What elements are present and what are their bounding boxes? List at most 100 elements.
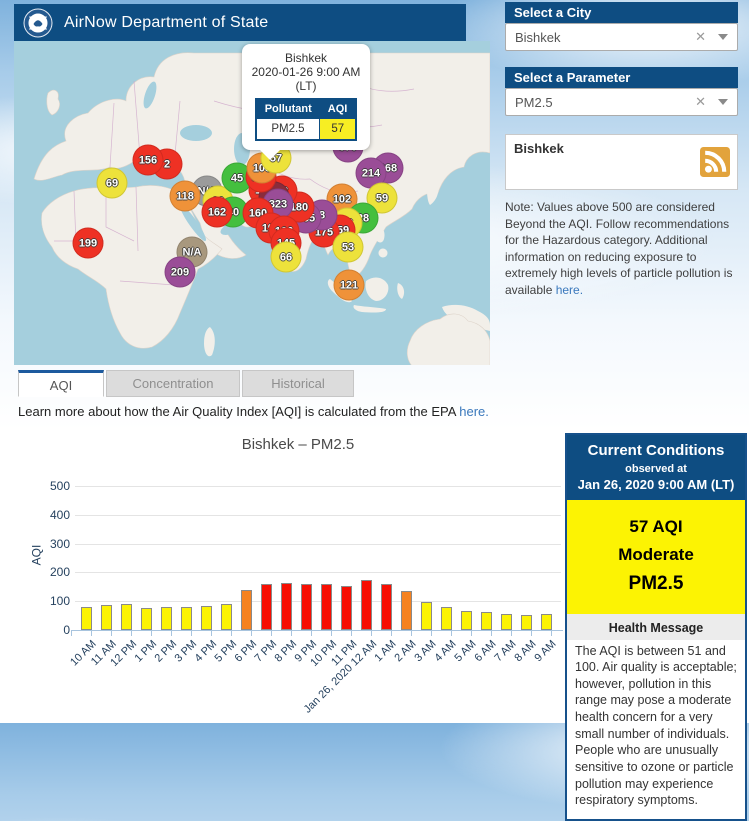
aqi-bubble-209[interactable]: 209	[164, 256, 196, 288]
aqi-bubble-118[interactable]: 118	[169, 180, 201, 212]
x-axis-tick	[411, 631, 412, 636]
chart-bar-8-AM	[521, 615, 532, 630]
aqi-bubble-162[interactable]: 162	[201, 196, 233, 228]
learn-more-line: Learn more about how the Air Quality Ind…	[18, 404, 489, 419]
x-axis-tick	[251, 631, 252, 636]
x-axis-line	[71, 630, 563, 631]
select-city-header: Select a City	[505, 2, 738, 23]
chart-bar-11-AM	[101, 605, 112, 630]
xtick-label-5-PM: 5 PM	[212, 638, 239, 665]
xtick-label-3-PM: 3 PM	[172, 638, 199, 665]
x-axis-tick	[71, 631, 72, 636]
xtick-label-1-PM: 1 PM	[132, 638, 159, 665]
city-select[interactable]: Bishkek ✕	[505, 23, 738, 51]
chart-plot: 0 100 200 300 400 500 10 AM 11 AM 12 PM 1 PM 2 PM 3…	[18, 428, 598, 723]
x-axis-tick	[91, 631, 92, 636]
chart-bar-1-AM	[381, 584, 392, 630]
ytick-label-500: 500	[49, 479, 70, 493]
health-message-text: The AQI is between 51 and 100. Air quali…	[567, 639, 745, 819]
chart-bar-11-PM	[341, 586, 352, 630]
current-conditions-panel: Current Conditions observed at Jan 26, 2…	[565, 433, 747, 821]
x-axis-tick	[391, 631, 392, 636]
chart-bar-4-PM	[201, 606, 212, 630]
chart-bar-6-PM	[241, 590, 252, 630]
ytick-label-300: 300	[49, 536, 70, 551]
tab-concentration[interactable]: Concentration	[106, 370, 240, 397]
select-parameter-header: Select a Parameter	[505, 67, 738, 88]
map-popup: Bishkek 2020-01-26 9:00 AM (LT) Pollutan…	[242, 44, 370, 160]
x-axis-tick	[491, 631, 492, 636]
x-axis-tick	[191, 631, 192, 636]
parameter-clear-icon[interactable]: ✕	[695, 94, 706, 109]
x-axis-tick	[451, 631, 452, 636]
chart-bar-6-AM	[481, 612, 492, 630]
x-axis-tick	[231, 631, 232, 636]
x-axis-tick	[331, 631, 332, 636]
x-axis-tick	[431, 631, 432, 636]
city-clear-icon[interactable]: ✕	[695, 29, 706, 44]
chart-bar-8-PM	[281, 583, 292, 630]
ytick-label-400: 400	[49, 507, 70, 522]
popup-pollutant-value: PM2.5	[255, 118, 321, 141]
aqi-bubble-121[interactable]: 121	[333, 269, 365, 301]
chart-bar-4-AM	[441, 607, 452, 630]
chart-bar-10-PM	[321, 584, 332, 630]
x-axis-tick	[351, 631, 352, 636]
x-axis-tick	[111, 631, 112, 636]
ytick-label-100: 100	[49, 594, 70, 609]
popup-city: Bishkek	[284, 51, 328, 65]
note-text: Note: Values above 500 are considered Be…	[505, 199, 741, 298]
note-body: Note: Values above 500 are considered Be…	[505, 200, 733, 297]
x-axis-tick	[291, 631, 292, 636]
chart-bar-1-PM	[141, 608, 152, 630]
chart-bar-Jan-26-2020-12-AM	[361, 580, 372, 630]
app-header: AirNow Department of State	[14, 4, 466, 41]
aqi-bubble-69[interactable]: 69	[96, 167, 128, 199]
caret-down-icon[interactable]	[718, 34, 728, 40]
chart-bar-5-PM	[221, 604, 232, 630]
note-here-link[interactable]: here.	[555, 282, 584, 297]
gridline-300	[75, 543, 561, 545]
gridline-200	[75, 572, 561, 574]
popup-datetime: 2020-01-26 9:00 AM (LT)	[251, 65, 361, 93]
chart-bar-10-AM	[81, 607, 92, 630]
x-axis-tick	[311, 631, 312, 636]
tab-aqi[interactable]: AQI	[18, 370, 104, 397]
x-axis-tick	[471, 631, 472, 636]
xtick-label-2-PM: 2 PM	[152, 638, 179, 665]
chart-bar-3-PM	[181, 607, 192, 630]
parameter-select[interactable]: PM2.5 ✕	[505, 88, 738, 116]
x-axis-tick	[551, 631, 552, 636]
caret-down-icon[interactable]	[718, 99, 728, 105]
current-aqi-value: 57 AQI	[629, 517, 683, 536]
dept-of-state-seal-icon	[23, 8, 53, 38]
tab-bar: AQI Concentration Historical	[18, 370, 356, 397]
x-axis-tick	[511, 631, 512, 636]
aqi-bubble-53[interactable]: 53	[332, 231, 364, 263]
aqi-bubble-45[interactable]: 45	[221, 162, 253, 194]
tab-historical[interactable]: Historical	[242, 370, 354, 397]
chart-bar-9-AM	[541, 614, 552, 630]
chart-bar-2-PM	[161, 607, 172, 630]
chart-bar-3-AM	[421, 602, 432, 630]
chart-bar-7-PM	[261, 584, 272, 630]
page-title: AirNow Department of State	[64, 13, 269, 31]
x-axis-tick	[271, 631, 272, 636]
xtick-label-9-AM: 9 AM	[532, 638, 559, 665]
aqi-map[interactable]: 215669N/A664016211845199N/A2093702682141…	[14, 41, 490, 365]
aqi-bubble-156[interactable]: 156	[132, 144, 164, 176]
learn-more-here-link[interactable]: here.	[459, 404, 489, 419]
aqi-bubble-66[interactable]: 66	[270, 241, 302, 273]
observed-at-datetime: Jan 26, 2020 9:00 AM (LT)	[577, 477, 735, 492]
ytick-label-200: 200	[49, 565, 70, 580]
aqi-bubble-199[interactable]: 199	[72, 227, 104, 259]
chart-bar-2-AM	[401, 591, 412, 630]
chart-bar-7-AM	[501, 614, 512, 630]
gridline-400	[75, 514, 561, 516]
current-conditions-header: Current Conditions observed at Jan 26, 2…	[567, 435, 745, 500]
health-message-title: Health Message	[567, 613, 745, 640]
rss-icon[interactable]	[700, 147, 730, 182]
x-axis-tick	[531, 631, 532, 636]
current-aqi-category: Moderate	[618, 545, 694, 565]
x-axis-tick	[211, 631, 212, 636]
